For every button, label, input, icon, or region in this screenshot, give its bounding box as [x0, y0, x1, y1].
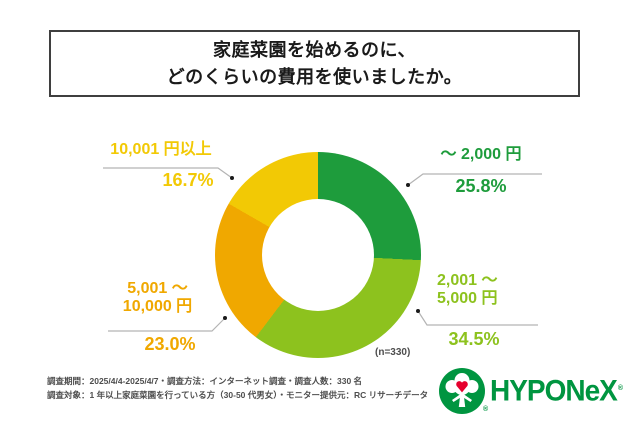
segment-pct-under-2000: 25.8% [455, 176, 507, 196]
hyponex-tree-icon [438, 367, 486, 415]
page-title-line1: 家庭菜園を始めるのに、 [213, 39, 416, 60]
survey-footnote-line2: 調査対象：1 年以上家庭菜園を行っている方（30-50 代男女）・モニター提供元… [47, 390, 429, 400]
segment-label-over-10001: 10,001 円以上 [110, 141, 212, 158]
segment-label-under-2000: ～ 2,000 円 [440, 146, 522, 163]
title-box: 家庭菜園を始めるのに、 どのくらいの費用を使いましたか。 [49, 30, 580, 97]
sample-size-note: (n=330) [375, 347, 411, 358]
donut-chart-hole [262, 199, 374, 311]
registered-mark-icon: ® [483, 406, 489, 413]
survey-footnote-line1: 調査期間：2025/4/4-2025/4/7・調査方法：インターネット調査・調査… [47, 376, 363, 386]
segment-pct-5001-10000: 23.0% [144, 334, 196, 354]
segment-label-2001-5000: 2,001 ～ 5,000 円 [437, 272, 498, 307]
segment-pct-over-10001: 16.7% [162, 170, 214, 190]
page-title-line2: どのくらいの費用を使いましたか。 [166, 66, 463, 87]
survey-footnote: 調査期間：2025/4/4-2025/4/7・調査方法：インターネット調査・調査… [47, 374, 428, 402]
hyponex-wordmark: HYPONeX® [490, 374, 623, 407]
segment-pct-2001-5000: 34.5% [448, 329, 500, 349]
hyponex-logo: HYPONeX® [438, 367, 623, 415]
registered-mark: ® [617, 384, 623, 392]
segment-label-5001-10000: 5,001 ～ 10,000 円 [122, 280, 193, 315]
